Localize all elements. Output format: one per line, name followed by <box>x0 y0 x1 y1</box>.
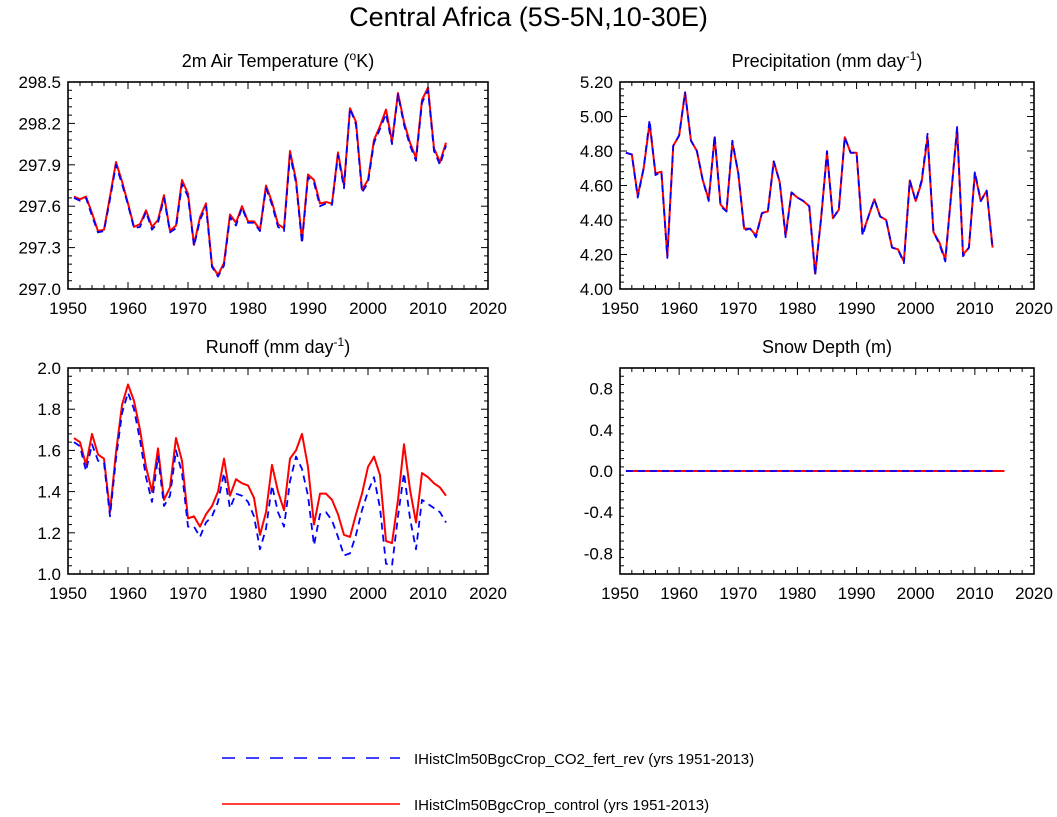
y-tick-label: 297.6 <box>18 197 61 216</box>
x-tick-label: 1970 <box>169 299 207 318</box>
x-tick-label: 1980 <box>229 299 267 318</box>
panel-precipitation: Precipitation (mm day-1) 1950 1960 1970 1980… <box>580 49 1053 318</box>
series-line-co2-fert-rev <box>73 391 447 567</box>
y-tick-label: -0.8 <box>584 544 613 563</box>
x-tick-label: 2010 <box>409 299 447 318</box>
panel-air-temperature: 2m Air Temperature (oK) 1950 1960 1970 1980 1… <box>18 49 506 318</box>
x-tick-label: 1950 <box>49 299 87 318</box>
plot-frame <box>619 367 1035 575</box>
series-line-control <box>73 383 447 545</box>
x-tick-label: 1950 <box>601 584 639 603</box>
y-tick-label: 0.0 <box>589 462 613 481</box>
y-tick-label: 1.0 <box>37 565 61 584</box>
x-tick-label: 2020 <box>469 299 507 318</box>
x-tick-label: 2010 <box>956 299 994 318</box>
y-tick-label: 1.2 <box>37 524 61 543</box>
y-tick-label: 4.80 <box>580 142 613 161</box>
panel-runoff: Runoff (mm day-1) 1950 1960 1970 1980 1990 200… <box>37 335 507 603</box>
x-tick-label: 2010 <box>409 584 447 603</box>
panel-title-precipitation: Precipitation (mm day-1) <box>732 49 923 71</box>
figure-title: Central Africa (5S-5N,10-30E) <box>349 2 708 32</box>
y-tick-label: 1.4 <box>37 483 61 502</box>
y-tick-label: 298.2 <box>18 114 61 133</box>
y-tick-label: 4.20 <box>580 246 613 265</box>
panel-snow-depth: Snow Depth (m) 1950 1960 1970 1980 1990 2000 20… <box>584 337 1053 603</box>
series-line-control <box>73 86 447 277</box>
x-tick-label: 1960 <box>660 584 698 603</box>
panel-title-air-temperature: 2m Air Temperature (oK) <box>182 49 374 71</box>
y-tick-label: 5.00 <box>580 108 613 127</box>
plot-frame <box>67 367 489 575</box>
x-tick-label: 1980 <box>779 299 817 318</box>
series-line-co2-fert-rev <box>73 89 447 278</box>
x-tick-label: 1980 <box>229 584 267 603</box>
y-tick-label: 297.0 <box>18 280 61 299</box>
x-tick-label: 1990 <box>838 299 876 318</box>
legend-label-co2-fert-rev: IHistClm50BgcCrop_CO2_fert_rev (yrs 1951… <box>414 751 754 768</box>
y-tick-label: 4.40 <box>580 211 613 230</box>
panel-title-snow-depth: Snow Depth (m) <box>762 337 892 357</box>
legend: IHistClm50BgcCrop_CO2_fert_rev (yrs 1951… <box>222 751 754 814</box>
y-tick-label: 297.3 <box>18 239 61 258</box>
x-tick-label: 2000 <box>897 299 935 318</box>
y-tick-label: 4.60 <box>580 177 613 196</box>
series-line-control <box>625 91 994 275</box>
y-tick-label: 0.4 <box>589 421 613 440</box>
legend-label-control: IHistClm50BgcCrop_control (yrs 1951-2013… <box>414 797 709 814</box>
panel-title-runoff: Runoff (mm day-1) <box>206 335 350 357</box>
y-tick-label: 298.5 <box>18 73 61 92</box>
y-tick-label: 1.6 <box>37 441 61 460</box>
x-tick-label: 2010 <box>956 584 994 603</box>
x-tick-label: 1950 <box>49 584 87 603</box>
x-tick-label: 2020 <box>469 584 507 603</box>
y-tick-label: 4.00 <box>580 280 613 299</box>
x-tick-label: 2020 <box>1015 299 1053 318</box>
y-tick-label: 297.9 <box>18 156 61 175</box>
x-tick-label: 1990 <box>289 299 327 318</box>
x-tick-label: 1970 <box>719 299 757 318</box>
y-tick-label: 1.8 <box>37 400 61 419</box>
x-tick-label: 1990 <box>289 584 327 603</box>
x-tick-label: 1960 <box>109 299 147 318</box>
x-tick-label: 2020 <box>1015 584 1053 603</box>
y-tick-label: -0.4 <box>584 503 613 522</box>
x-tick-label: 2000 <box>349 299 387 318</box>
x-tick-label: 2000 <box>349 584 387 603</box>
x-tick-label: 1990 <box>838 584 876 603</box>
x-tick-label: 1980 <box>779 584 817 603</box>
y-tick-label: 5.20 <box>580 73 613 92</box>
x-tick-label: 1950 <box>601 299 639 318</box>
x-tick-label: 1970 <box>169 584 207 603</box>
plot-frame <box>67 81 489 290</box>
x-tick-label: 1960 <box>660 299 698 318</box>
x-tick-label: 2000 <box>897 584 935 603</box>
y-tick-label: 0.8 <box>589 380 613 399</box>
x-tick-label: 1970 <box>719 584 757 603</box>
series-line-co2-fert-rev <box>625 91 994 277</box>
y-tick-label: 2.0 <box>37 359 61 378</box>
x-tick-label: 1960 <box>109 584 147 603</box>
